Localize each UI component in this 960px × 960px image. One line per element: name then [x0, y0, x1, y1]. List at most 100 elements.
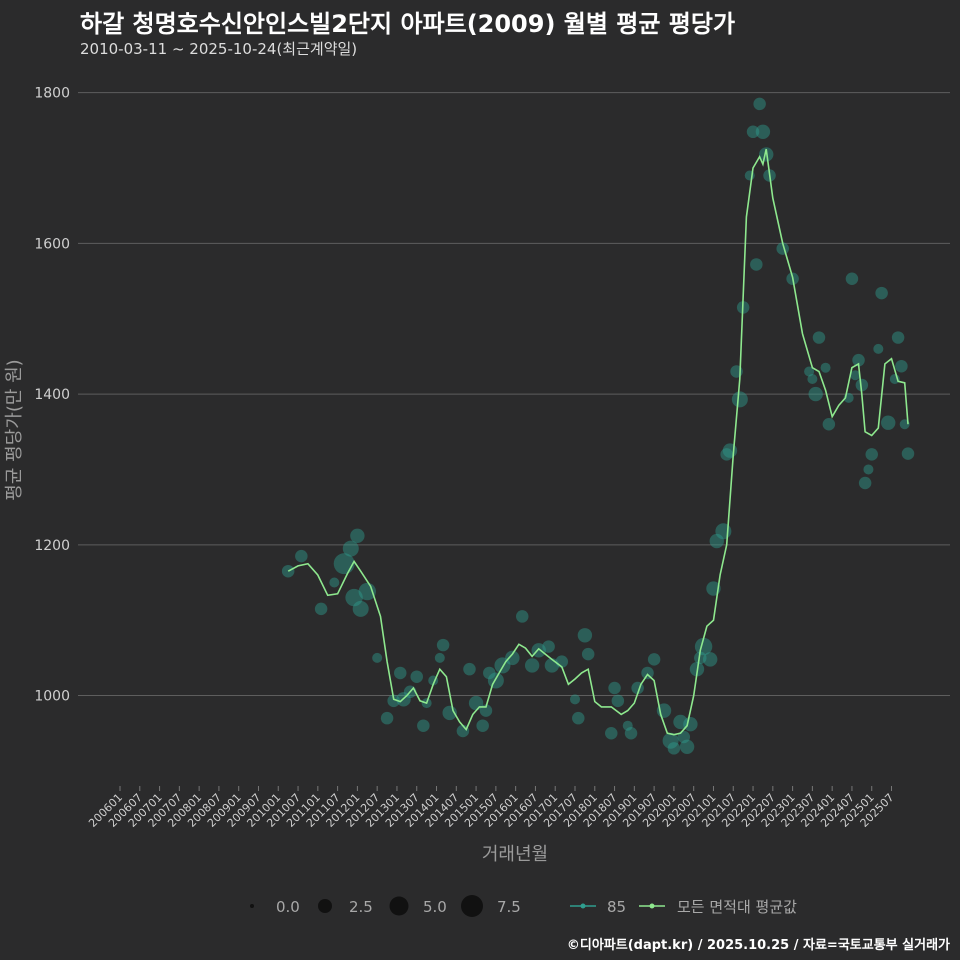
data-point-63 [715, 523, 732, 540]
data-point-67 [731, 391, 748, 408]
data-point-78 [804, 366, 815, 377]
data-point-16 [410, 670, 423, 683]
data-point-58 [694, 651, 707, 665]
data-point-49 [647, 653, 661, 666]
data-point-65 [722, 443, 738, 458]
data-point-9 [358, 582, 376, 601]
data-point-41 [581, 647, 595, 661]
legend-series-85-label: 85 [607, 898, 626, 916]
y-tick-1800: 1800 [34, 86, 70, 102]
legend-size-2 [389, 896, 409, 916]
data-point-29 [487, 672, 504, 689]
data-point-53 [673, 714, 688, 730]
data-point-99 [901, 447, 915, 460]
data-point-51 [662, 732, 679, 749]
data-point-7 [350, 528, 365, 543]
data-point-2 [314, 602, 328, 616]
data-point-20 [434, 652, 445, 663]
data-point-42 [605, 726, 618, 740]
data-point-24 [463, 662, 476, 676]
gridlines [78, 92, 950, 697]
source-caption: ©디아파트(dapt.kr) / 2025.10.25 / 자료=국토교통부 실… [566, 938, 950, 953]
data-point-1 [295, 549, 308, 563]
data-point-70 [746, 125, 760, 139]
data-point-88 [855, 378, 869, 392]
data-point-80 [808, 386, 823, 402]
data-point-71 [750, 258, 763, 271]
data-point-81 [812, 331, 826, 344]
legend-avg-label: 모든 면적대 평균값 [677, 898, 797, 916]
data-point-52 [667, 742, 681, 755]
average-line [287, 148, 909, 736]
legend-series-85-marker [580, 903, 586, 909]
x-tick-labels: 2006012006072007012007072008012008072009… [86, 786, 897, 830]
y-tick-labels: 1000 1200 1400 1600 1800 [34, 86, 70, 705]
data-point-95 [889, 374, 900, 385]
data-point-33 [524, 658, 540, 673]
data-point-93 [875, 286, 888, 300]
legend-size-0 [250, 904, 254, 908]
data-point-79 [807, 374, 818, 385]
data-point-26 [476, 719, 489, 732]
data-point-97 [895, 359, 908, 373]
data-point-96 [891, 331, 905, 344]
legend-size-label-1: 2.5 [349, 898, 373, 916]
data-point-56 [683, 717, 698, 732]
chart-title: 하갈 청명호수신안인스빌2단지 아파트(2009) 월별 평균 평당가 [80, 10, 736, 38]
legend-size-label-3: 7.5 [497, 898, 521, 916]
y-tick-1400: 1400 [34, 387, 70, 403]
y-tick-1000: 1000 [34, 689, 70, 705]
data-point-48 [641, 666, 654, 680]
data-point-83 [822, 417, 836, 431]
data-point-87 [852, 353, 865, 367]
scatter-points [281, 97, 915, 755]
legend-size-label-2: 5.0 [423, 898, 447, 916]
data-point-91 [865, 448, 878, 461]
data-point-72 [753, 97, 766, 111]
data-point-10 [372, 652, 383, 663]
data-point-43 [608, 681, 621, 695]
y-axis-label: 평균 평당가(만 원) [4, 359, 25, 500]
data-point-73 [755, 124, 771, 139]
data-point-17 [417, 719, 430, 732]
legend-size-1 [318, 899, 332, 913]
data-point-8 [352, 600, 369, 617]
data-point-59 [694, 637, 713, 656]
data-point-45 [622, 720, 633, 731]
data-point-5 [342, 540, 359, 557]
data-point-6 [345, 588, 363, 607]
data-point-32 [516, 610, 529, 623]
data-point-44 [611, 694, 625, 708]
data-point-82 [820, 362, 831, 373]
data-point-60 [702, 652, 718, 667]
data-point-55 [679, 739, 695, 755]
data-point-0 [281, 564, 295, 578]
data-point-21 [436, 638, 450, 652]
y-tick-1600: 1600 [34, 236, 70, 252]
data-point-62 [709, 533, 724, 549]
data-point-39 [572, 711, 585, 725]
data-point-31 [505, 650, 520, 666]
data-point-13 [394, 666, 407, 680]
chart-subtitle: 2010-03-11 ~ 2025-10-24(최근계약일) [80, 40, 358, 58]
data-point-90 [863, 464, 874, 475]
data-point-89 [858, 476, 872, 490]
data-point-28 [483, 666, 496, 680]
data-point-3 [329, 577, 340, 588]
data-point-64 [720, 448, 733, 461]
data-point-35 [542, 640, 555, 653]
data-point-40 [577, 628, 593, 643]
y-tick-1200: 1200 [34, 538, 70, 554]
x-axis-label: 거래년월 [482, 844, 548, 865]
data-point-12 [387, 694, 400, 708]
legend: 0.0 2.5 5.0 7.5 85 모든 면적대 평균값 [250, 895, 797, 917]
data-point-92 [873, 343, 884, 354]
data-point-86 [850, 370, 861, 381]
legend-size-3 [461, 895, 483, 917]
data-point-23 [456, 724, 470, 738]
data-point-38 [569, 694, 580, 705]
data-point-46 [624, 726, 638, 740]
legend-size-label-0: 0.0 [276, 898, 300, 916]
data-point-94 [881, 415, 896, 430]
